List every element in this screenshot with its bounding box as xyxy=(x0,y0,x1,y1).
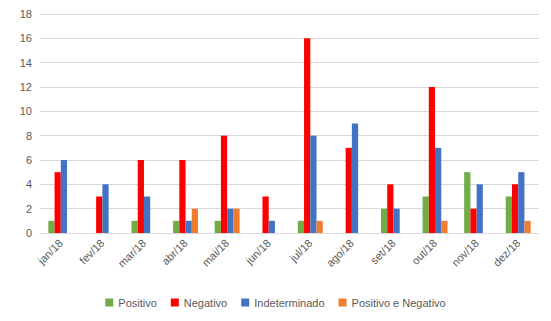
svg-text:Indeterminado: Indeterminado xyxy=(254,297,324,309)
svg-text:jul/18: jul/18 xyxy=(287,237,315,265)
svg-text:8: 8 xyxy=(26,130,32,142)
svg-text:fev/18: fev/18 xyxy=(77,237,107,267)
svg-text:12: 12 xyxy=(20,81,32,93)
svg-text:jan/18: jan/18 xyxy=(35,237,65,267)
svg-text:mar/18: mar/18 xyxy=(116,237,149,270)
svg-text:out/18: out/18 xyxy=(409,237,439,267)
svg-text:Positivo e Negativo: Positivo e Negativo xyxy=(352,297,446,309)
svg-text:Positivo: Positivo xyxy=(118,297,157,309)
svg-text:16: 16 xyxy=(20,32,32,44)
svg-text:nov/18: nov/18 xyxy=(449,237,481,269)
svg-text:Negativo: Negativo xyxy=(184,297,227,309)
svg-text:2: 2 xyxy=(26,203,32,215)
svg-text:10: 10 xyxy=(20,105,32,117)
svg-text:set/18: set/18 xyxy=(368,237,398,267)
svg-text:6: 6 xyxy=(26,154,32,166)
svg-text:ago/18: ago/18 xyxy=(324,237,356,269)
svg-text:18: 18 xyxy=(20,8,32,20)
svg-text:4: 4 xyxy=(26,178,32,190)
svg-text:0: 0 xyxy=(26,227,32,239)
svg-text:14: 14 xyxy=(20,57,32,69)
svg-text:mai/18: mai/18 xyxy=(200,237,232,269)
svg-text:jun/18: jun/18 xyxy=(243,237,273,267)
svg-text:abr/18: abr/18 xyxy=(159,237,190,268)
svg-text:dez/18: dez/18 xyxy=(491,237,523,269)
